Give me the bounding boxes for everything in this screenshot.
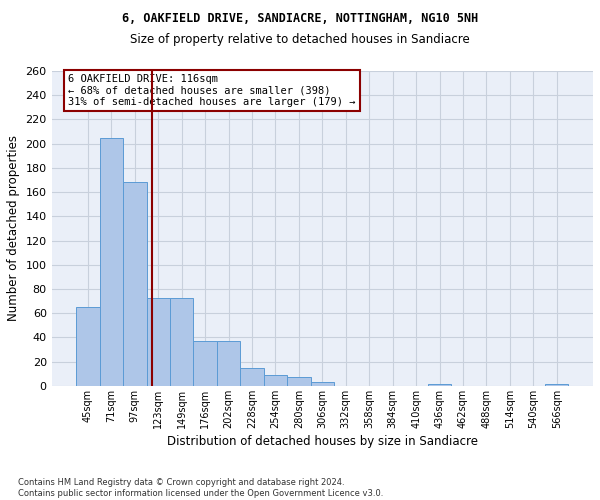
- Bar: [100, 138, 123, 386]
- Text: Contains HM Land Registry data © Crown copyright and database right 2024.
Contai: Contains HM Land Registry data © Crown c…: [18, 478, 383, 498]
- Text: 6 OAKFIELD DRIVE: 116sqm
← 68% of detached houses are smaller (398)
31% of semi-: 6 OAKFIELD DRIVE: 116sqm ← 68% of detach…: [68, 74, 355, 108]
- Bar: [240, 368, 264, 386]
- Bar: [311, 382, 334, 386]
- Bar: [545, 384, 568, 386]
- Bar: [123, 182, 146, 386]
- Y-axis label: Number of detached properties: Number of detached properties: [7, 136, 20, 322]
- Bar: [146, 298, 170, 386]
- Bar: [170, 298, 193, 386]
- Bar: [428, 384, 451, 386]
- Bar: [193, 341, 217, 386]
- X-axis label: Distribution of detached houses by size in Sandiacre: Distribution of detached houses by size …: [167, 435, 478, 448]
- Bar: [217, 341, 240, 386]
- Bar: [264, 375, 287, 386]
- Text: 6, OAKFIELD DRIVE, SANDIACRE, NOTTINGHAM, NG10 5NH: 6, OAKFIELD DRIVE, SANDIACRE, NOTTINGHAM…: [122, 12, 478, 26]
- Bar: [287, 378, 311, 386]
- Bar: [76, 307, 100, 386]
- Text: Size of property relative to detached houses in Sandiacre: Size of property relative to detached ho…: [130, 32, 470, 46]
